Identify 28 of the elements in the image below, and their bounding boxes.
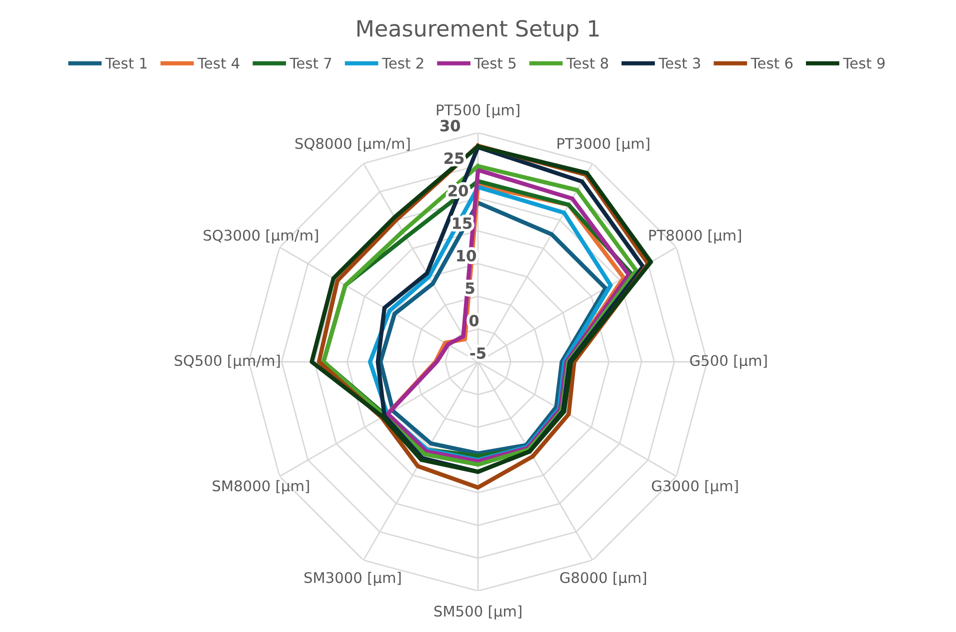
spoke-label: PT3000 [µm]	[558, 138, 650, 152]
spoke-label: PT500 [µm]	[436, 104, 520, 118]
y-tick-label: 30	[440, 120, 460, 132]
spoke-label: SM3000 [µm]	[304, 572, 401, 586]
spoke-label: G500 [µm]	[690, 354, 767, 369]
legend-label: Test 2	[382, 58, 424, 69]
y-tick-label: 20	[448, 184, 468, 196]
spoke-label: SQ3000 [µm/m]	[204, 229, 318, 244]
legend-label: Test 1	[105, 58, 147, 69]
y-tick-label: 5	[466, 282, 474, 294]
legend-label: Test 4	[198, 58, 240, 69]
legend-label: Test 8	[566, 58, 608, 69]
y-tick-label: 15	[453, 218, 472, 229]
spoke-label: G3000 [µm]	[652, 480, 738, 494]
spoke-label: SM8000 [µm]	[212, 480, 309, 494]
y-tick-label: -5	[470, 348, 486, 359]
legend-label: Test 7	[290, 58, 332, 69]
chart-title: Measurement Setup 1	[357, 20, 599, 42]
y-tick-label: 0	[469, 314, 479, 326]
legend-label: Test 5	[474, 58, 516, 69]
spoke-label: G8000 [µm]	[560, 572, 646, 586]
spoke-label: SQ8000 [µm/m]	[295, 138, 410, 152]
legend-label: Test 3	[658, 58, 700, 69]
spoke-label: SM500 [µm]	[434, 605, 522, 620]
legend-label: Test 9	[842, 58, 885, 69]
spoke-label: SQ500 [µm/m]	[174, 354, 280, 369]
spoke-label: PT8000 [µm]	[649, 229, 741, 244]
legend-label: Test 6	[750, 58, 793, 69]
